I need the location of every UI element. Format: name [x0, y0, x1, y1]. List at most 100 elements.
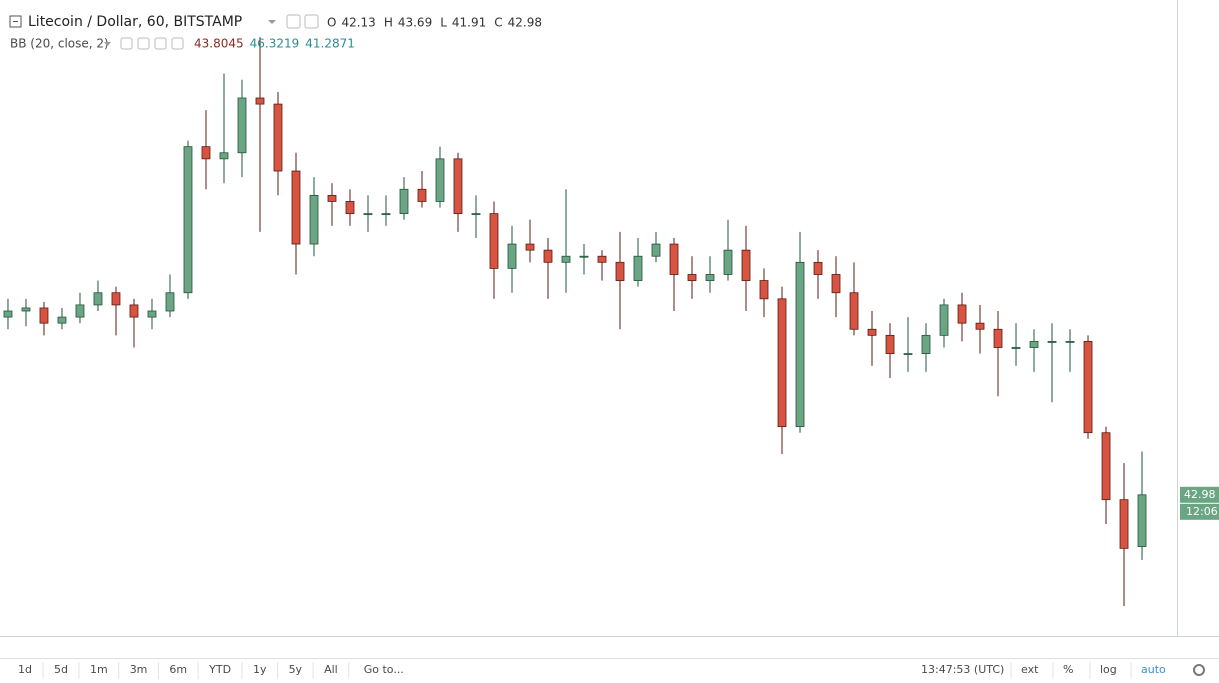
candle: [669, 237, 679, 312]
candle-body: [741, 249, 751, 281]
candle-body: [489, 213, 499, 269]
goto-button[interactable]: Go to...: [364, 663, 404, 676]
candle: [525, 219, 535, 263]
candle-body: [273, 103, 283, 172]
range-button[interactable]: 3m: [130, 663, 148, 676]
candle: [687, 256, 697, 299]
candle-body: [633, 255, 643, 281]
candle: [219, 73, 229, 184]
candle-body: [1101, 432, 1111, 501]
countdown-badge: [1180, 503, 1219, 520]
range-button[interactable]: 6m: [169, 663, 187, 676]
candle: [651, 231, 661, 263]
candle-body: [1119, 499, 1129, 549]
candle: [399, 177, 409, 220]
candle-body: [939, 304, 949, 336]
candle-body: [255, 97, 265, 105]
candle-body: [1065, 341, 1075, 343]
candle-body: [849, 292, 859, 330]
candle: [1065, 329, 1075, 372]
candle: [615, 231, 625, 330]
range-button[interactable]: All: [324, 663, 338, 676]
indicator-icon[interactable]: [137, 37, 150, 50]
option-button[interactable]: auto: [1141, 663, 1166, 676]
chart-title: Litecoin / Dollar, 60, BITSTAMP: [28, 14, 242, 30]
toolbar: 1d 5d 1m 3m 6m YTD 1y 5y All Go to... 13:47:53 (UT…: [18, 662, 1205, 679]
candle: [813, 250, 823, 299]
settings-icon[interactable]: [286, 14, 301, 29]
candle-body: [759, 280, 769, 300]
candle: [489, 201, 499, 299]
candle: [363, 195, 373, 232]
candle-body: [975, 322, 985, 330]
candle-body: [111, 292, 121, 306]
candle-body: [453, 158, 463, 215]
candle-body: [1029, 341, 1039, 348]
candle-body: [579, 255, 589, 258]
candle: [273, 91, 283, 196]
candle-body: [1137, 494, 1147, 547]
settings-icon[interactable]: [304, 14, 319, 29]
range-button[interactable]: 5y: [289, 663, 303, 676]
candle: [57, 307, 67, 330]
candle: [723, 219, 733, 281]
candle: [111, 286, 121, 336]
candle-body: [597, 255, 607, 263]
candle: [201, 110, 211, 190]
option-button[interactable]: %: [1063, 663, 1073, 676]
ohlc-key: O: [327, 16, 336, 30]
candle: [453, 152, 463, 232]
candle: [579, 244, 589, 275]
candle: [75, 292, 85, 324]
candle: [939, 298, 949, 348]
dropdown-arrow[interactable]: [268, 20, 276, 24]
candle: [795, 231, 805, 433]
candle-body: [507, 243, 517, 269]
candle: [633, 237, 643, 287]
candle-body: [129, 304, 139, 318]
candle: [309, 177, 319, 257]
ohlc-value: 43.69: [398, 16, 432, 30]
candle: [291, 152, 301, 275]
candle-body: [219, 152, 229, 160]
range-button[interactable]: 5d: [54, 663, 68, 676]
range-button[interactable]: 1d: [18, 663, 32, 676]
candle: [849, 262, 859, 336]
candle: [1047, 323, 1057, 403]
candle: [1083, 335, 1093, 439]
candle: [237, 79, 247, 178]
candle: [957, 292, 967, 342]
option-button[interactable]: log: [1100, 663, 1117, 676]
ohlc-key: C: [494, 16, 502, 30]
collapse-icon[interactable]: [9, 15, 22, 28]
candle-body: [525, 243, 535, 251]
candle: [21, 298, 31, 327]
candle-body: [21, 307, 31, 312]
candle: [255, 37, 265, 232]
candle-body: [1047, 341, 1057, 343]
candle: [885, 323, 895, 378]
candle: [993, 311, 1003, 397]
indicator-icon[interactable]: [171, 37, 184, 50]
candle: [93, 280, 103, 312]
settings-gear[interactable]: [1193, 664, 1205, 676]
candle-body: [777, 298, 787, 428]
candle-body: [813, 261, 823, 275]
candle: [831, 256, 841, 318]
candle: [1011, 323, 1021, 366]
range-button[interactable]: 1m: [90, 663, 108, 676]
indicator-icon[interactable]: [120, 37, 133, 50]
dropdown-arrow[interactable]: [104, 42, 111, 46]
candle: [183, 140, 193, 299]
candle-body: [417, 188, 427, 202]
range-button[interactable]: YTD: [208, 663, 231, 676]
legend: 42.98 12:06 O 42.13 H 43.69 L 41.91 C 42.98 BB (20…: [10, 16, 1219, 520]
candle-body: [687, 274, 697, 281]
candle-body: [75, 304, 85, 318]
option-button[interactable]: ext: [1021, 663, 1039, 676]
price-badge-label: 42.98: [1184, 488, 1216, 501]
indicator-icon[interactable]: [154, 37, 167, 50]
range-button[interactable]: 1y: [253, 663, 267, 676]
candle: [1119, 463, 1129, 607]
candle: [1137, 451, 1147, 560]
